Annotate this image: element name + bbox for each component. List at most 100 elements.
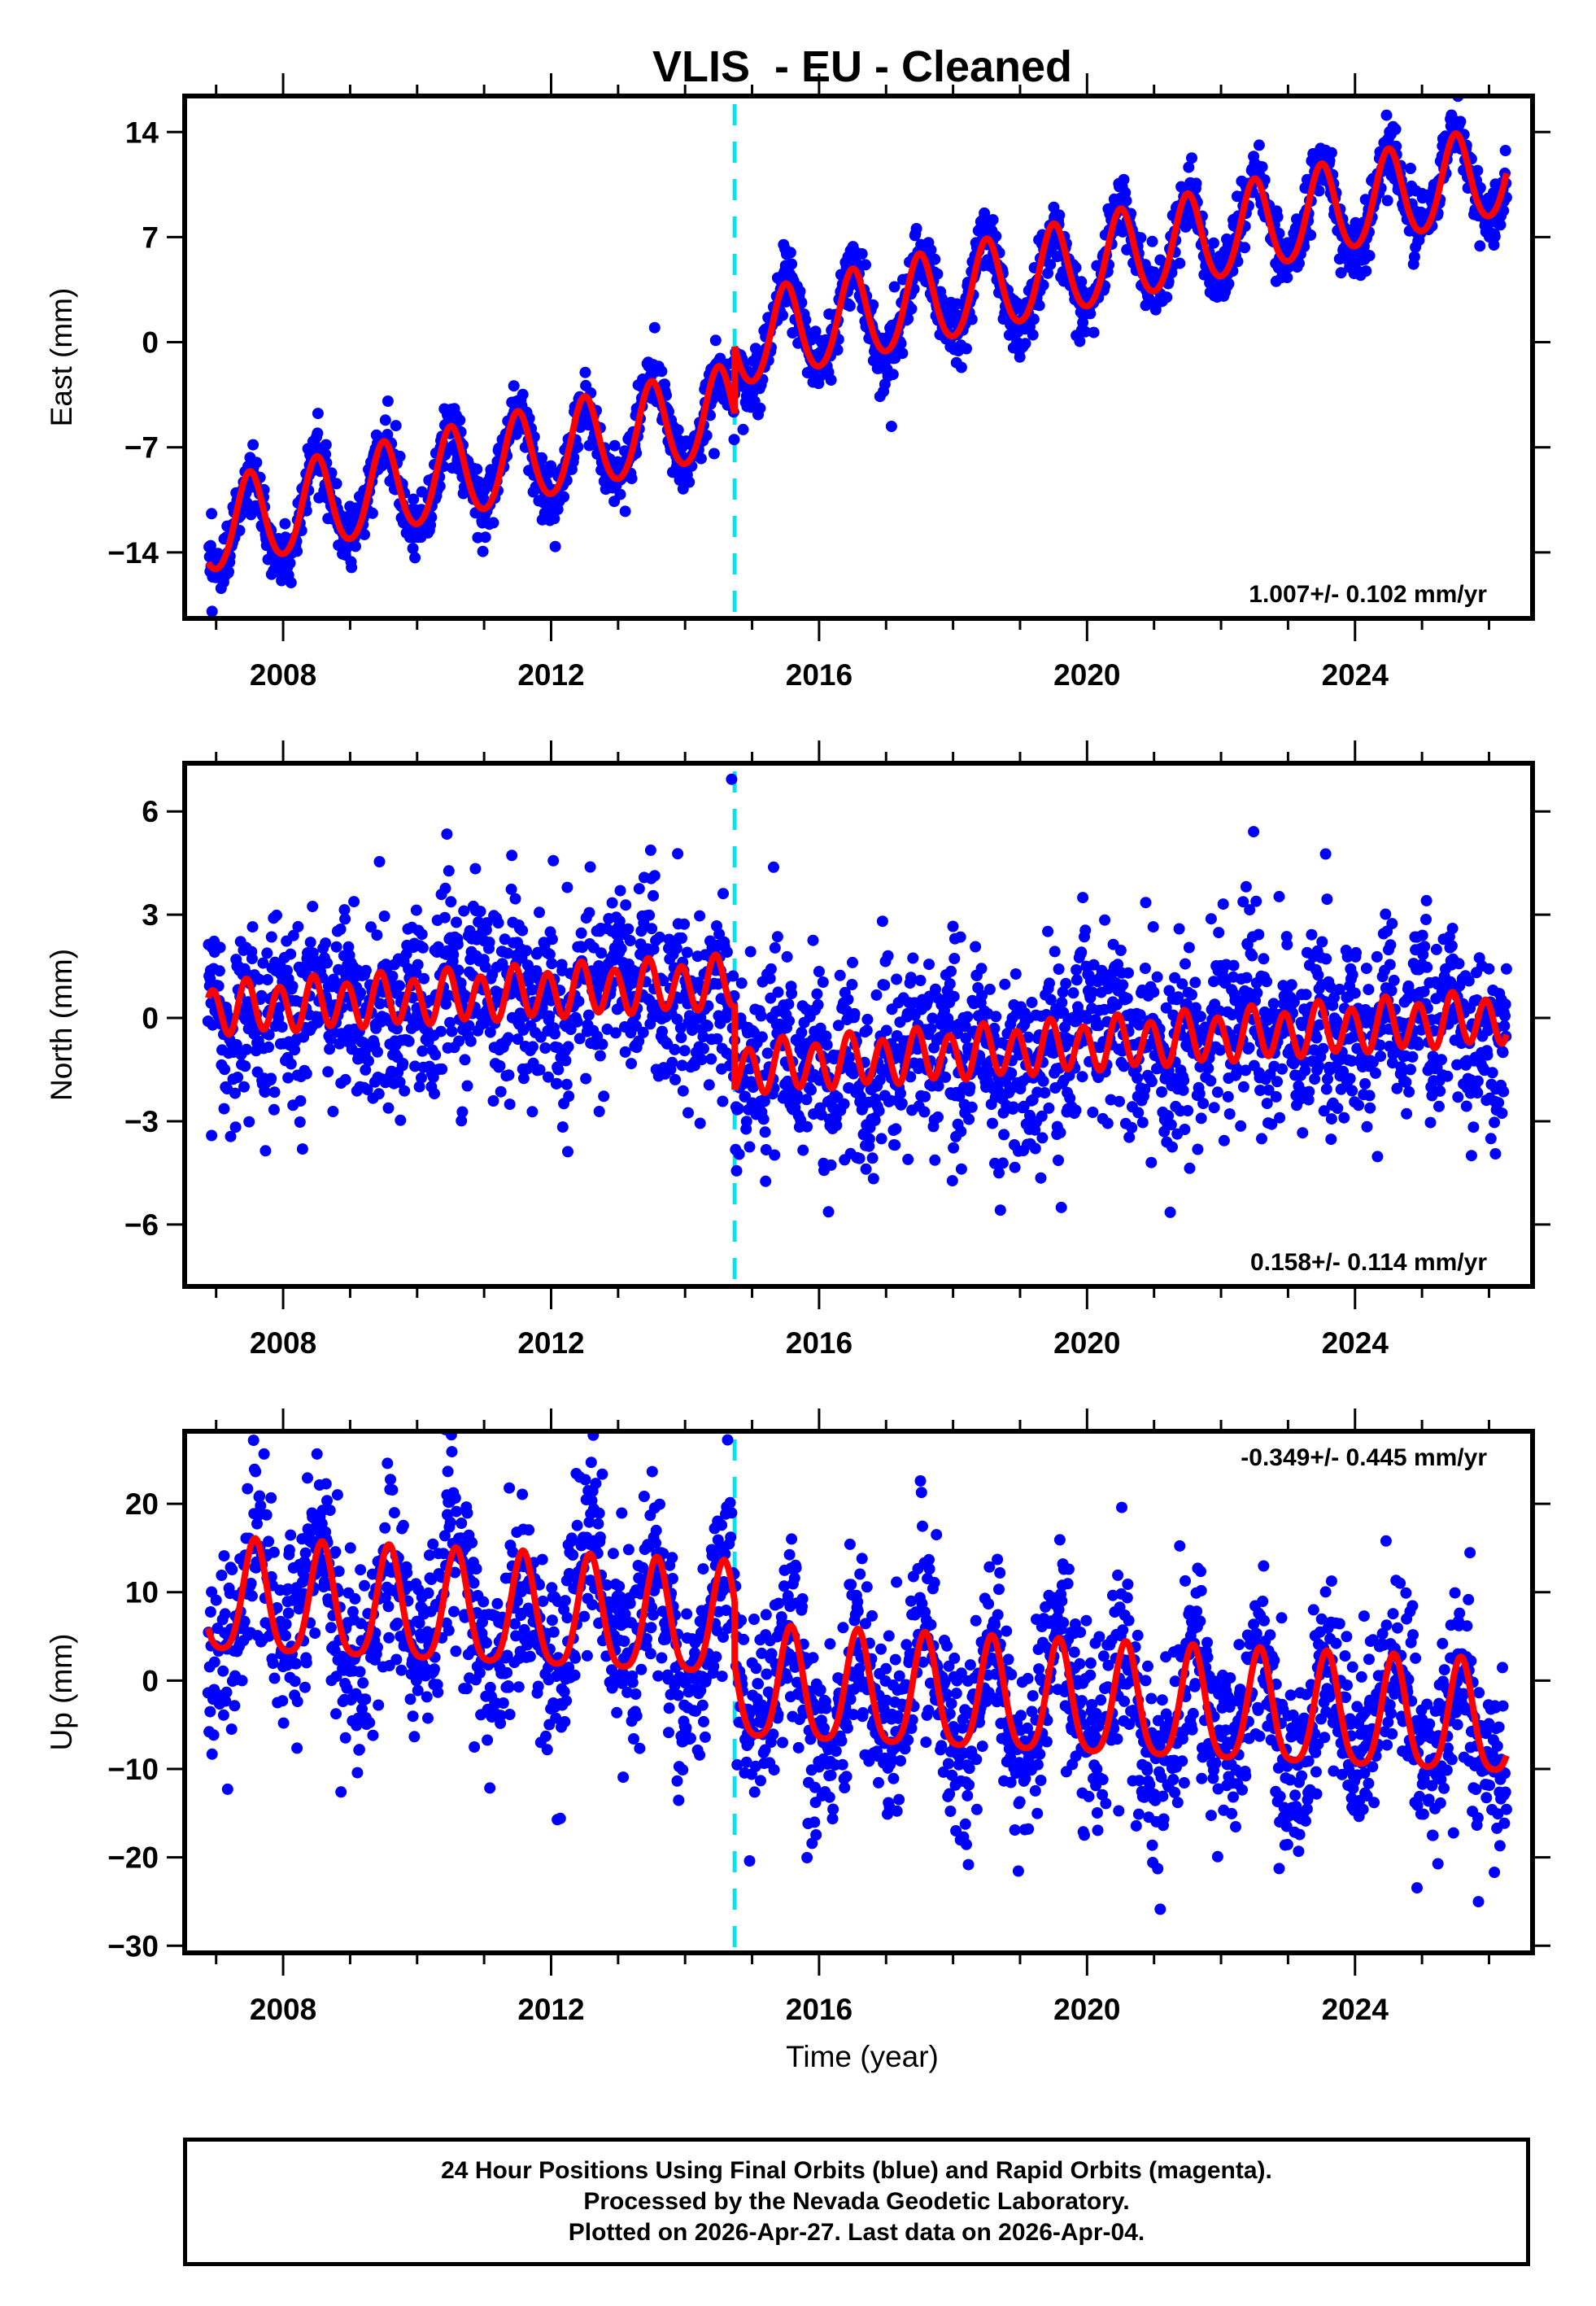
data-point [206,508,218,520]
data-point [408,493,420,505]
data-point [418,972,430,985]
data-point [1254,1085,1267,1096]
data-point [966,1101,978,1113]
data-point [1325,146,1337,159]
data-point [656,365,668,378]
data-point [1112,959,1124,971]
data-point [856,248,868,260]
data-point [1319,848,1332,860]
data-point [643,909,656,921]
data-point [1074,335,1086,347]
data-point [948,1142,960,1154]
y-tick-label: −6 [124,1208,159,1242]
data-point [261,947,273,959]
data-point [1486,1067,1498,1079]
data-point [1161,291,1173,304]
data-point [1405,1063,1416,1076]
data-point [532,946,544,959]
data-point [1133,1019,1145,1031]
data-point [1121,993,1133,1005]
data-point [279,518,291,530]
data-point [1405,163,1416,174]
data-point [1223,1108,1236,1120]
data-point [737,423,749,435]
data-point [1087,1107,1099,1118]
data-point [1349,987,1361,999]
data-point [1385,985,1398,997]
data-point [831,344,844,356]
data-point [1406,1050,1419,1063]
data-point [817,976,829,988]
data-point [1240,1064,1252,1077]
data-point [394,1077,406,1088]
data-point [206,1129,218,1142]
data-point [464,1035,477,1047]
y-tick-label: 7 [142,221,159,254]
data-point [964,1081,976,1094]
data-point [853,1152,866,1164]
data-point [1281,938,1293,950]
data-point [930,983,941,995]
data-point [1243,1042,1255,1054]
data-point [1463,975,1475,987]
data-point [546,933,558,946]
data-point [834,969,846,981]
data-point [914,975,927,986]
data-point [593,960,605,972]
data-point [1211,1086,1223,1098]
data-point [360,964,372,976]
data-point [573,995,585,1007]
data-point [509,893,521,905]
data-point [1177,1084,1189,1096]
data-point [268,1103,280,1116]
data-point [1164,1206,1176,1218]
data-point [705,1053,717,1065]
data-point [1386,1057,1398,1069]
data-point [1483,963,1495,975]
data-point [1253,139,1265,151]
data-point [517,1072,530,1085]
data-point [1126,1121,1138,1133]
data-point [633,1035,645,1047]
data-point [232,1072,244,1083]
data-point [669,1043,681,1055]
data-point [251,456,263,469]
data-point [733,1103,744,1115]
data-point [546,958,558,970]
data-point [461,1080,473,1092]
data-point [1331,1015,1343,1027]
data-point [322,1066,334,1078]
data-point [296,1143,308,1155]
data-point [780,295,792,308]
data-point [287,929,299,941]
data-point [1054,1126,1066,1138]
data-point [743,1141,756,1153]
data-point [608,439,621,452]
data-point [1418,985,1430,998]
data-point [510,428,522,440]
data-point [1146,235,1158,247]
data-point [503,1069,515,1081]
data-point [1005,1067,1018,1079]
data-point [987,1117,998,1129]
data-point [407,543,419,554]
data-point [430,1049,442,1061]
data-point [439,882,451,894]
data-point [1189,976,1201,989]
data-point [1029,1142,1041,1155]
data-point [615,942,627,954]
data-point [1246,950,1258,962]
data-point [1318,1105,1330,1117]
data-point [416,1045,429,1057]
data-point [838,1098,850,1110]
data-point [923,959,935,971]
data-point [1271,211,1284,223]
data-point [1118,173,1130,186]
data-point [880,1024,892,1037]
data-point [441,828,453,841]
data-point [1042,925,1054,937]
data-point [1053,209,1066,221]
data-point [360,1063,372,1076]
data-point [962,1011,974,1023]
data-point [378,911,390,922]
